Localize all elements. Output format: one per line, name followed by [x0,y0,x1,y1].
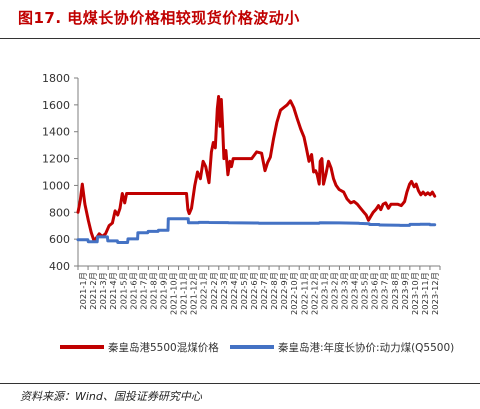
series-spot-price-line [76,95,437,242]
x-tick-label: 2022-8月 [269,272,279,310]
x-tick-label: 2022-7月 [259,272,269,310]
y-tick-label: 1800 [42,72,70,85]
y-tick-label: 400 [49,260,70,273]
x-tick-label: 2023-11月 [420,272,430,315]
series-contract-price-line [76,217,437,244]
y-axis: 400 600 800 1000 1200 1400 1600 1800 [42,72,79,273]
x-tick-label: 2023-12月 [430,272,440,315]
legend-label: 秦皇岛港5500混煤价格 [108,341,219,354]
x-tick-label: 2021-9月 [158,272,168,310]
x-tick-label: 2021-7月 [138,272,148,310]
y-tick-label: 800 [49,206,70,219]
x-tick-label: 2022-5月 [239,272,249,310]
x-tick-label: 2021-10月 [169,272,179,315]
x-tick-label: 2021-5月 [118,272,128,310]
series-layer [76,95,437,244]
x-tick-label: 2021-3月 [98,272,108,310]
x-tick-label: 2022-4月 [229,272,239,310]
x-tick-label: 2022-10月 [289,272,299,315]
y-tick-label: 600 [49,233,70,246]
x-tick-label: 2023-7月 [380,272,390,310]
x-tick-label: 2023-3月 [339,272,349,310]
x-tick-label: 2023-8月 [390,272,400,310]
x-tick-label: 2023-10月 [410,272,420,315]
figure-title: 图17. 电煤长协价格相较现货价格波动小 [18,9,300,27]
x-tick-label: 2021-6月 [128,272,138,310]
x-tick-label: 2022-12月 [309,272,319,315]
x-tick-label: 2022-6月 [249,272,259,310]
x-tick-label: 2022-1月 [199,272,209,310]
x-tick-label: 2023-1月 [319,272,329,310]
x-axis: 2021-1月 2021-2月 2021-3月 2021-4月 2021-5月 2021-… [77,265,441,315]
x-tick-label: 2023-5月 [360,272,370,310]
source-note: 资料来源：Wind、国投证券研究中心 [20,390,202,403]
x-tick-label: 2023-4月 [350,272,360,310]
x-tick-label: 2021-12月 [189,272,199,315]
legend-label: 秦皇岛港:年度长协价:动力煤(Q5500) [278,341,454,354]
legend: 秦皇岛港5500混煤价格 秦皇岛港:年度长协价:动力煤(Q5500) [60,341,454,354]
x-tick-label: 2021-1月 [78,272,88,310]
x-tick-label: 2022-3月 [219,272,229,310]
x-tick-label: 2022-11月 [299,272,309,315]
x-tick-label: 2022-2月 [209,272,219,310]
x-tick-label: 2023-2月 [329,272,339,310]
y-tick-label: 1400 [42,126,70,139]
source-rule [0,383,480,384]
x-tick-label: 2021-8月 [148,272,158,310]
x-tick-label: 2023-9月 [400,272,410,310]
x-tick-label: 2021-4月 [108,272,118,310]
x-tick-label: 2021-2月 [88,272,98,310]
x-tick-label: 2021-11月 [179,272,189,315]
x-tick-label: 2022-9月 [279,272,289,310]
title-rule [0,38,480,39]
y-tick-label: 1000 [42,179,70,192]
y-tick-label: 1200 [42,153,70,166]
x-tick-label: 2023-6月 [370,272,380,310]
y-tick-label: 1600 [42,99,70,112]
